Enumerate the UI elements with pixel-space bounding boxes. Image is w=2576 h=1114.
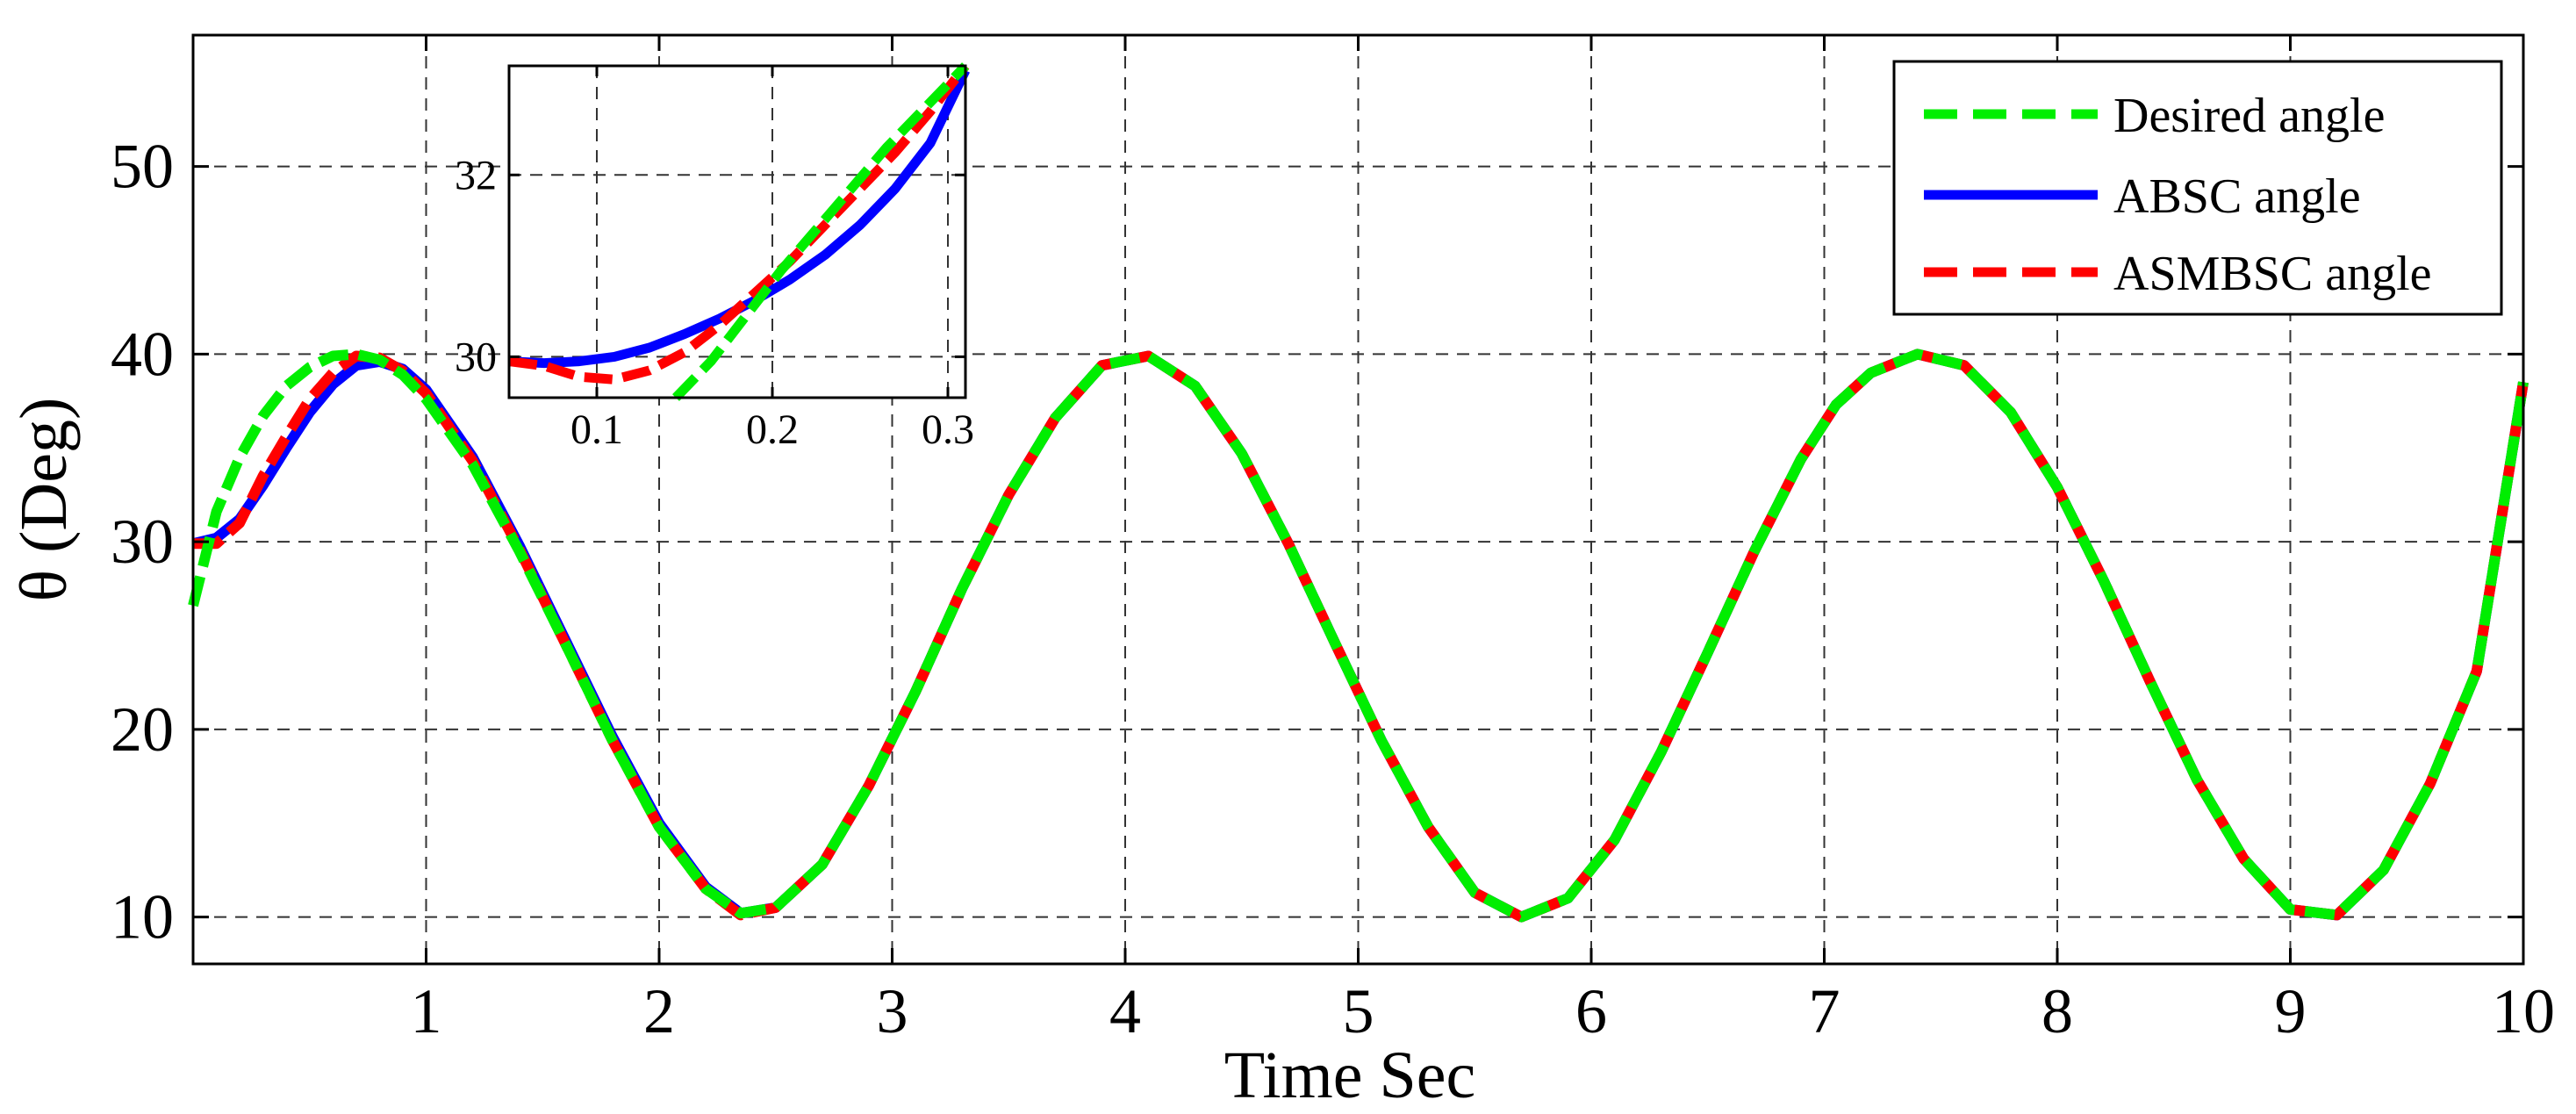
main-xtick-label-7: 8 [2041, 976, 2073, 1046]
legend-label-desired-angle: Desired angle [2113, 89, 2385, 143]
legend: Desired angle ABSC angle ASMBSC angle [1892, 60, 2503, 316]
main-xtick-label-9: 10 [2492, 976, 2555, 1046]
main-xtick-label-3: 4 [1109, 976, 1141, 1046]
inset-chart: 0.1 0.2 0.3 30 32 [455, 62, 974, 453]
inset-ytick-label-1: 32 [455, 152, 497, 198]
inset-axes-frame [507, 64, 967, 399]
main-ytick-label-1: 20 [111, 694, 174, 765]
main-xtick-label-0: 1 [411, 976, 442, 1046]
main-ticks: 1 2 3 4 5 6 7 8 9 10 10 20 30 40 50 [111, 35, 2555, 1046]
legend-label-asmbsc-angle: ASMBSC angle [2113, 247, 2432, 301]
inset-xtick-label-1: 0.2 [746, 406, 799, 453]
main-ytick-label-3: 40 [111, 319, 174, 389]
main-xtick-label-1: 2 [643, 976, 675, 1046]
inset-series [508, 62, 970, 401]
inset-series-line-desired-angle [672, 62, 969, 401]
main-ytick-label-2: 30 [111, 507, 174, 577]
main-series-line-desired-angle [188, 349, 2529, 923]
main-xtick-label-5: 6 [1575, 976, 1607, 1046]
inset-background [509, 66, 965, 398]
main-series [188, 349, 2529, 923]
inset-ticks: 0.1 0.2 0.3 30 32 [455, 66, 974, 453]
main-ytick-label-4: 50 [111, 132, 174, 202]
inset-xtick-label-0: 0.1 [570, 406, 623, 453]
inset-grid [509, 66, 965, 398]
main-xtick-label-4: 5 [1343, 976, 1374, 1046]
y-axis-label: θ (Deg) [7, 398, 81, 602]
inset-ytick-label-0: 30 [455, 334, 497, 380]
inset-xtick-label-2: 0.3 [922, 406, 974, 453]
main-xtick-label-2: 3 [877, 976, 908, 1046]
legend-label-absc-angle: ABSC angle [2113, 169, 2361, 224]
main-xtick-label-6: 7 [1809, 976, 1841, 1046]
main-xtick-label-8: 9 [2275, 976, 2307, 1046]
x-axis-label: Time Sec [1224, 1039, 1475, 1112]
main-ytick-label-0: 10 [111, 882, 174, 952]
inset-series-line-asmbsc-angle [508, 62, 970, 385]
